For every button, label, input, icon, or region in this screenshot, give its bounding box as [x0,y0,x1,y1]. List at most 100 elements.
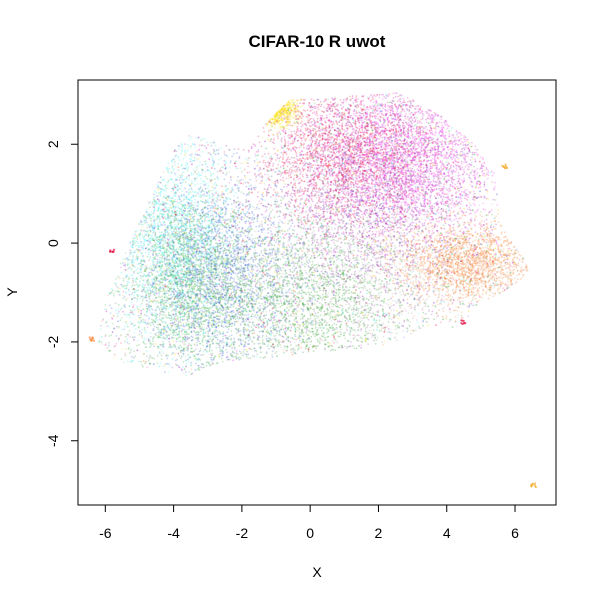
data-point [191,159,194,162]
data-point [233,280,236,283]
data-point [184,213,187,216]
data-point [112,289,114,292]
data-point [164,240,167,243]
data-point [132,279,134,282]
data-point [186,236,189,238]
data-point [163,200,166,203]
data-point [149,341,152,344]
data-point [182,304,185,307]
data-point [188,260,191,263]
data-point [150,220,152,223]
data-point [100,341,103,343]
data-point [239,167,242,169]
data-point [153,211,156,213]
data-point [186,245,189,247]
data-point [196,250,198,253]
data-point [191,276,194,279]
data-point [194,369,197,372]
data-point [172,268,175,271]
data-point [217,315,219,318]
data-point [182,242,185,245]
data-point [229,279,232,282]
data-point [165,168,168,171]
data-point [164,189,167,192]
data-point [254,237,257,240]
data-point [116,286,119,289]
data-point [188,317,191,320]
data-point [225,162,227,165]
data-point [225,173,227,176]
data-point [222,219,225,222]
data-point [178,257,181,260]
data-point [234,215,237,218]
data-point [239,330,242,332]
data-point [137,255,139,258]
data-point [147,290,149,292]
data-point [220,147,222,150]
data-point [196,341,198,344]
data-point [289,268,291,271]
data-point [190,312,193,315]
data-point [198,256,201,259]
data-point [149,346,151,349]
data-point [180,357,182,360]
data-point [180,308,182,311]
data-point [223,298,226,300]
data-point [203,181,206,184]
data-point [205,258,208,261]
data-point [193,191,196,194]
data-point [214,302,216,304]
data-point [134,266,137,268]
data-point [203,138,206,140]
data-point [182,336,185,339]
data-point [290,326,293,329]
data-point [201,151,204,153]
data-point [144,216,147,218]
data-point [156,183,159,186]
data-point [206,177,208,180]
data-point [175,231,177,234]
data-point [176,239,179,242]
data-point [191,213,194,216]
data-point [185,311,188,314]
data-point [203,328,206,331]
data-point [243,217,245,219]
data-point [213,332,216,334]
data-point [219,256,221,258]
data-point [176,202,179,205]
data-point [168,271,171,274]
data-point [174,334,177,337]
data-point [175,364,178,367]
data-point [168,316,171,319]
data-point [159,194,162,196]
data-point [206,244,209,246]
data-point [135,276,138,279]
data-point [184,149,187,152]
data-point [147,217,150,220]
data-point [188,323,190,325]
data-point [160,282,163,285]
data-point [207,261,210,263]
data-point [232,153,235,155]
data-point [150,267,153,270]
data-point [202,334,205,337]
data-point [212,275,215,277]
data-point [144,331,147,334]
data-point [179,320,181,323]
data-point [212,216,215,219]
data-point [142,341,145,344]
data-point [203,195,206,198]
data-point [168,237,171,240]
data-point [185,363,188,365]
data-point [193,324,196,326]
data-point [222,199,225,202]
data-point [195,298,198,300]
data-point [187,183,190,186]
data-point [183,223,185,226]
data-point [131,359,134,362]
data-point [222,252,225,255]
data-point [180,222,183,225]
data-point [149,206,151,209]
data-point [194,248,197,251]
data-point [157,301,160,304]
